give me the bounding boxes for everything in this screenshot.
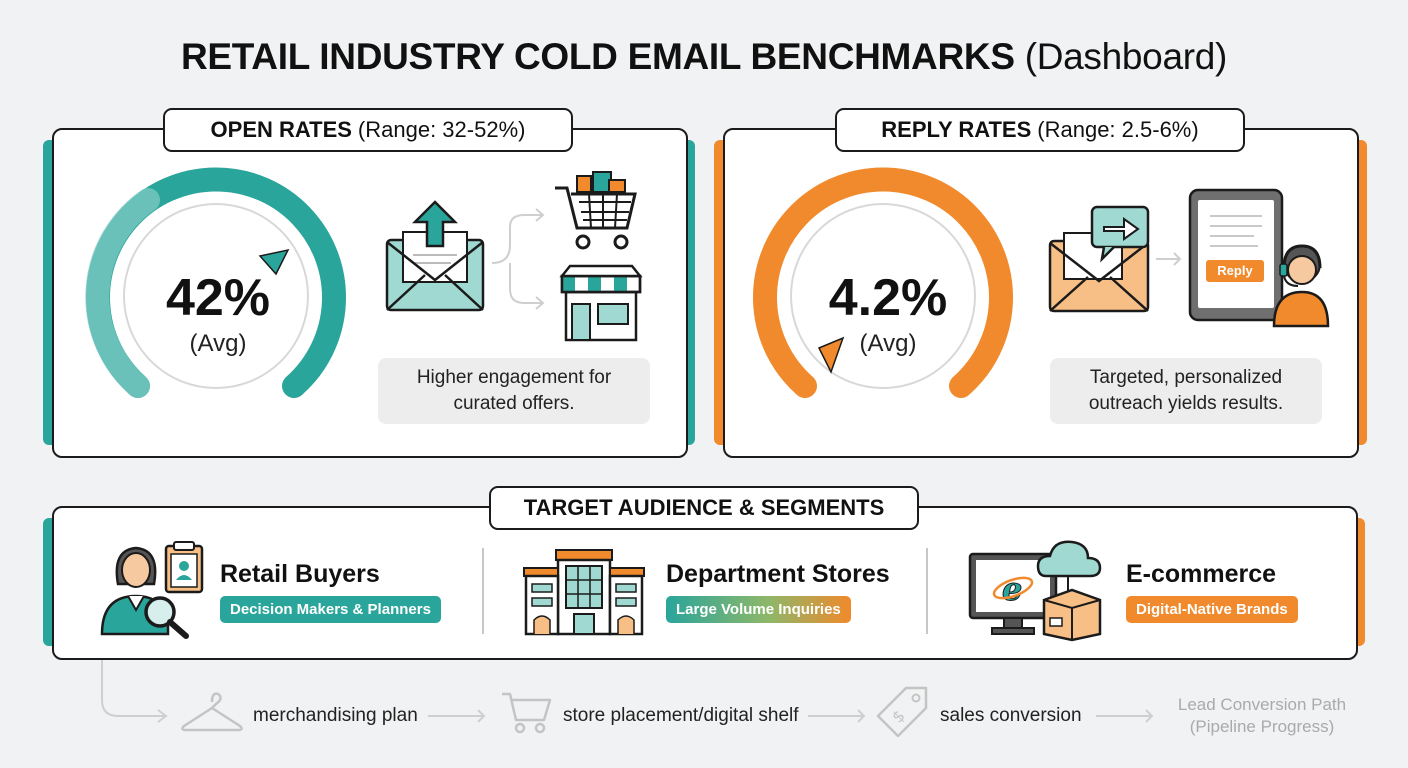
- segment-tag-ecommerce: Digital-Native Brands: [1126, 596, 1298, 623]
- reply-rates-accent-left: [714, 140, 723, 445]
- branch-arrows: [491, 208, 545, 310]
- cart-outline-icon: [502, 692, 552, 734]
- reply-rates-accent-right: [1358, 140, 1367, 445]
- segments-panel: [52, 506, 1358, 660]
- open-rates-label: OPEN RATES (Range: 32-52%): [163, 108, 573, 152]
- reply-rate-avg-label: (Avg): [859, 330, 917, 357]
- reply-rates-note: Targeted, personalized outreach yields re…: [1050, 358, 1322, 424]
- segment-divider: [926, 548, 928, 634]
- hanger-icon: [181, 692, 243, 732]
- email-upload-icon: [385, 200, 485, 312]
- segment-tag-department-stores: Large Volume Inquiries: [666, 596, 851, 623]
- segment-divider: [482, 548, 484, 634]
- shopping-cart-icon: [555, 171, 637, 250]
- page-title: RETAIL INDUSTRY COLD EMAIL BENCHMARKS (D…: [180, 36, 1228, 77]
- reply-rates-label: REPLY RATES (Range: 2.5-6%): [835, 108, 1245, 152]
- gauge-pointer-icon: [817, 336, 845, 374]
- arrow-right-icon: [428, 709, 486, 723]
- svg-text:e: e: [1002, 570, 1022, 608]
- ecommerce-icon: e: [968, 540, 1102, 642]
- open-rates-note: Higher engagement for curated offers.: [378, 358, 650, 424]
- svg-text:$: $: [888, 706, 909, 727]
- segment-title-retail-buyers: Retail Buyers: [220, 560, 380, 588]
- department-store-icon: [523, 549, 645, 636]
- segment-title-ecommerce: E-commerce: [1126, 560, 1277, 588]
- segment-tag-retail-buyers: Decision Makers & Planners: [220, 596, 441, 623]
- reply-rate-gauge: [753, 167, 1013, 398]
- storefront-icon: [559, 264, 643, 342]
- flow-end-label: Lead Conversion Path (Pipeline Progress): [1177, 695, 1347, 736]
- open-rates-accent-right: [686, 140, 695, 445]
- price-tag-icon: $: [876, 686, 928, 738]
- reply-chip: Reply: [1217, 263, 1253, 278]
- email-reply-icon: [1048, 205, 1150, 313]
- arrow-right-icon: [1096, 709, 1154, 723]
- reply-gauge-arc: [753, 167, 1013, 398]
- segments-accent-left: [43, 518, 52, 646]
- open-rate-value: 42%: [165, 269, 271, 327]
- buyer-icon: [100, 541, 204, 639]
- reply-rate-value: 4.2%: [828, 269, 948, 327]
- tablet-support-icon: [1188, 188, 1330, 328]
- arrow-right-icon: [1156, 252, 1182, 266]
- flow-connector: [101, 660, 168, 723]
- segment-title-department-stores: Department Stores: [666, 560, 890, 588]
- flow-step-conversion: sales conversion: [940, 705, 1082, 726]
- arrow-right-icon: [808, 709, 866, 723]
- flow-step-placement: store placement/digital shelf: [563, 705, 799, 726]
- gauge-pointer-icon: [258, 248, 290, 276]
- segments-label: TARGET AUDIENCE & SEGMENTS: [489, 486, 919, 530]
- open-rate-gauge: [85, 167, 346, 398]
- open-rate-avg-label: (Avg): [189, 330, 247, 357]
- segments-accent-right: [1356, 518, 1365, 646]
- flow-step-merchandising: merchandising plan: [253, 705, 418, 726]
- open-rates-accent-left: [43, 140, 52, 445]
